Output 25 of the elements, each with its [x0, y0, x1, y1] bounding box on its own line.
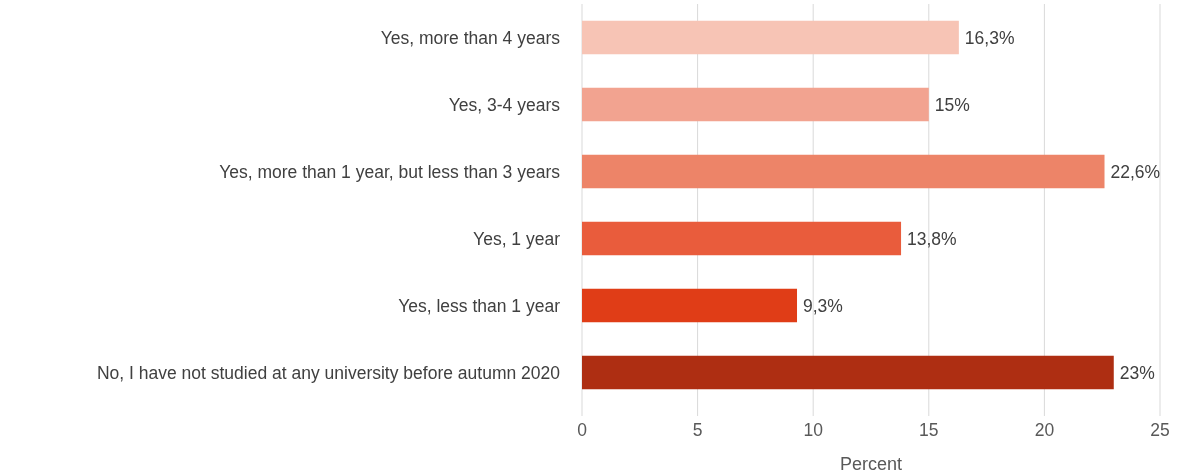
data-label: 9,3% [803, 295, 843, 316]
x-tick-label: 15 [919, 420, 939, 440]
data-label: 23% [1119, 362, 1155, 383]
y-tick-label: Yes, more than 1 year, but less than 3 years [219, 161, 561, 182]
y-tick-label: Yes, more than 4 years [380, 27, 561, 48]
bar [582, 20, 959, 55]
data-label: 15% [934, 94, 970, 115]
x-tick-label: 10 [803, 420, 824, 440]
y-tick-label: Yes, 1 year [473, 228, 561, 249]
y-tick-label: Yes, less than 1 year [398, 295, 561, 316]
bar [582, 87, 929, 122]
x-tick-label: 5 [692, 420, 703, 440]
data-label: 13,8% [907, 228, 957, 249]
bar [582, 355, 1114, 390]
bar [582, 288, 798, 323]
data-label: 22,6% [1110, 161, 1161, 182]
x-axis-title: Percent [839, 454, 903, 474]
bar [582, 221, 902, 256]
x-tick-label: 25 [1150, 420, 1170, 440]
y-tick-label: No, I have not studied at any university before autumn 2020 [96, 362, 561, 383]
bar [582, 154, 1105, 189]
data-label: 16,3% [964, 27, 1015, 48]
x-tick-label: 0 [577, 420, 588, 440]
y-tick-label: Yes, 3-4 years [448, 94, 561, 115]
x-tick-label: 20 [1034, 420, 1055, 440]
